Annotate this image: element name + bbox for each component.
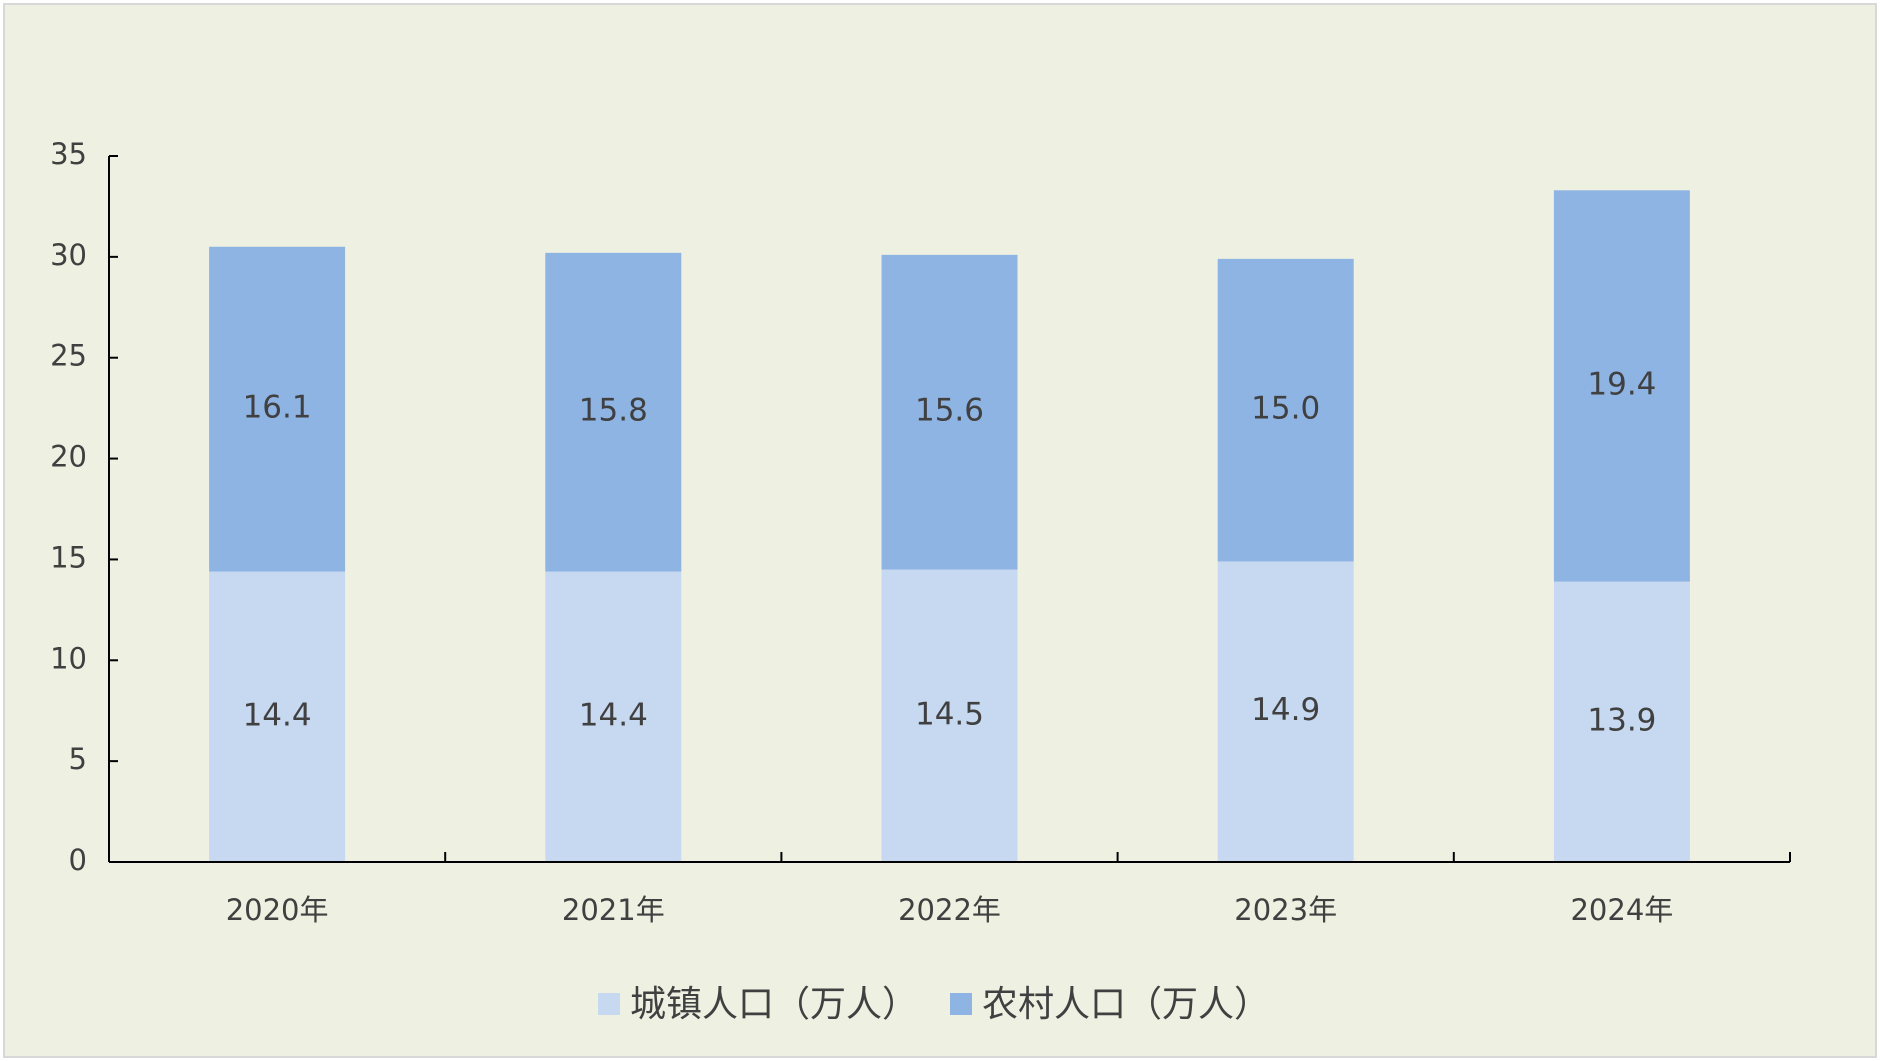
legend-swatch — [950, 993, 972, 1015]
y-tick-label: 35 — [50, 137, 87, 171]
legend-label: 农村人口（万人） — [982, 984, 1270, 1025]
bar-segment — [1217, 561, 1354, 862]
bar-segment — [881, 254, 1018, 570]
bar-segment — [1553, 190, 1690, 582]
y-tick-label: 10 — [50, 641, 87, 675]
data-label: 14.4 — [579, 697, 648, 733]
y-tick-label: 25 — [50, 339, 87, 373]
x-tick-label: 2020年 — [226, 893, 329, 927]
data-label: 16.1 — [243, 390, 312, 426]
y-tick-label: 0 — [69, 843, 87, 877]
y-tick-label: 15 — [50, 540, 87, 574]
bar-segment — [545, 252, 682, 572]
bar-segment — [1553, 581, 1690, 862]
legend-swatch — [598, 993, 620, 1015]
y-tick-label: 30 — [50, 238, 87, 272]
data-label: 19.4 — [1587, 366, 1656, 402]
x-tick-label: 2021年 — [562, 893, 665, 927]
data-label: 13.9 — [1587, 702, 1656, 738]
legend-label: 城镇人口（万人） — [630, 984, 918, 1025]
data-label: 15.6 — [915, 393, 984, 429]
data-label: 14.4 — [243, 697, 312, 733]
x-tick-label: 2024年 — [1570, 893, 1673, 927]
y-tick-label: 20 — [50, 440, 87, 474]
data-label: 14.5 — [915, 696, 984, 732]
x-tick-label: 2022年 — [898, 893, 1001, 927]
bar-segment — [1217, 258, 1354, 562]
bar-segment — [209, 571, 346, 862]
data-label: 15.8 — [579, 393, 648, 429]
data-label: 15.0 — [1251, 391, 1320, 427]
x-tick-label: 2023年 — [1234, 893, 1337, 927]
bar-segment — [545, 571, 682, 862]
bar-segment — [881, 569, 1018, 862]
y-tick-label: 5 — [69, 742, 87, 776]
bar-segment — [209, 246, 346, 572]
data-label: 14.9 — [1251, 692, 1320, 728]
